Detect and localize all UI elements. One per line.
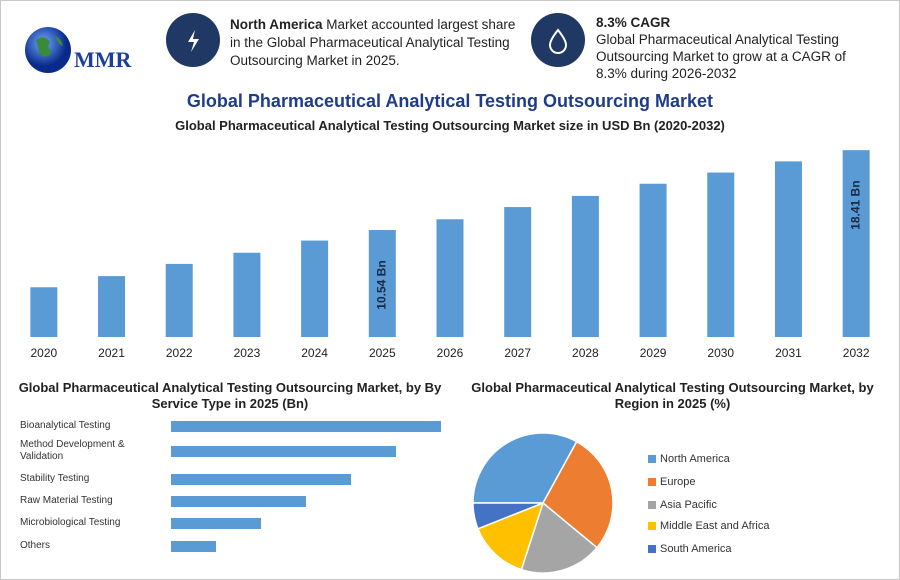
- chart-title: Global Pharmaceutical Analytical Testing…: [175, 118, 725, 133]
- x-tick-label: 2020: [30, 346, 57, 360]
- x-tick-label: 2022: [166, 346, 193, 360]
- bar: [301, 240, 329, 337]
- category-label: Bioanalytical Testing: [20, 420, 111, 431]
- legend-swatch: [648, 522, 656, 530]
- main-title: Global Pharmaceutical Analytical Testing…: [186, 91, 714, 111]
- x-tick-label: 2021: [98, 346, 125, 360]
- value-label: 18.41 Bn: [848, 180, 862, 229]
- info-text: Market accounted largest share in the Gl…: [230, 17, 516, 68]
- bar: [171, 421, 441, 432]
- bar: [171, 541, 216, 552]
- legend-swatch: [648, 478, 656, 486]
- info-icon: [531, 13, 585, 67]
- x-tick-label: 2027: [504, 346, 531, 360]
- bar: [571, 195, 599, 337]
- bar: [171, 518, 261, 529]
- category-label: Microbiological Testing: [20, 517, 121, 528]
- legend-label: Middle East and Africa: [660, 520, 770, 532]
- info-text: Global Pharmaceutical Analytical Testing…: [596, 32, 846, 81]
- info-bold: North America: [230, 17, 323, 32]
- x-tick-label: 2031: [775, 346, 802, 360]
- bar: [504, 207, 532, 337]
- bar: [707, 172, 735, 337]
- info-block: North America Market accounted largest s…: [230, 16, 520, 70]
- bolt-icon: [188, 30, 199, 52]
- logo-text: MMR: [74, 47, 133, 72]
- category-label: Stability Testing: [20, 473, 90, 484]
- x-tick-label: 2024: [301, 346, 328, 360]
- legend-label: Europe: [660, 476, 695, 488]
- chart-title: Global Pharmaceutical Analytical Testing…: [18, 380, 442, 411]
- x-tick-label: 2032: [843, 346, 870, 360]
- legend-label: Asia Pacific: [660, 499, 717, 511]
- x-tick-label: 2025: [369, 346, 396, 360]
- bar: [171, 446, 396, 457]
- value-label: 10.54 Bn: [374, 260, 388, 309]
- category-label: Method Development & Validation: [20, 439, 125, 462]
- pie-slice: [472, 502, 544, 530]
- bar: [30, 287, 58, 337]
- info-bold: 8.3% CAGR: [596, 15, 671, 30]
- bar: [171, 496, 306, 507]
- pie-slice: [476, 501, 545, 571]
- info-block: 8.3% CAGR Global Pharmaceutical Analytica…: [596, 14, 866, 82]
- x-tick-label: 2030: [707, 346, 734, 360]
- legend-swatch: [648, 545, 656, 553]
- bar: [436, 219, 464, 337]
- pie-slice: [520, 501, 598, 574]
- x-tick-label: 2029: [640, 346, 667, 360]
- category-label: Others: [20, 540, 51, 551]
- bar: [171, 474, 351, 485]
- bar: [368, 230, 396, 337]
- x-tick-label: 2023: [234, 346, 261, 360]
- bar: [842, 150, 870, 337]
- logo-land: [36, 36, 63, 57]
- chart-title: Global Pharmaceutical Analytical Testing…: [471, 380, 874, 411]
- legend-label: North America: [660, 453, 731, 465]
- category-label: Raw Material Testing: [20, 495, 113, 506]
- pie-slice: [472, 432, 578, 504]
- x-tick-label: 2026: [437, 346, 464, 360]
- pie-slice: [542, 440, 614, 549]
- bar: [165, 263, 193, 337]
- bar: [233, 252, 261, 337]
- bar: [98, 276, 126, 337]
- legend-label: South America: [660, 543, 732, 555]
- legend-swatch: [648, 501, 656, 509]
- bar: [774, 161, 802, 337]
- x-tick-label: 2028: [572, 346, 599, 360]
- drop-icon: [548, 28, 568, 54]
- legend-swatch: [648, 455, 656, 463]
- bar: [639, 183, 667, 337]
